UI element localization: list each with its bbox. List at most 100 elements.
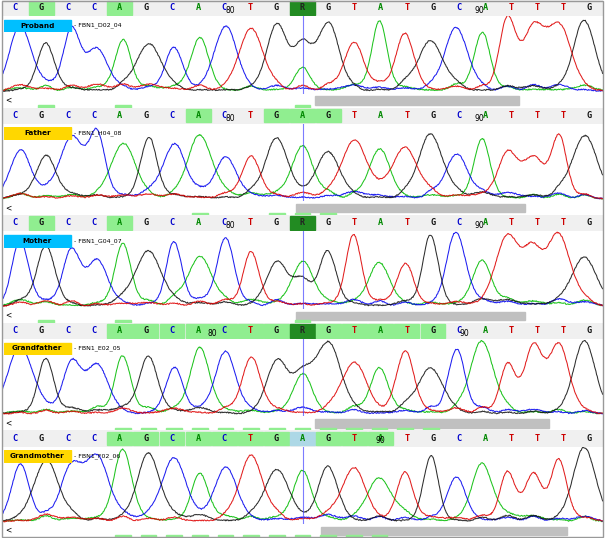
Text: G: G	[430, 218, 436, 228]
Text: T: T	[247, 111, 253, 120]
Text: C: C	[13, 111, 18, 120]
Text: 90: 90	[475, 114, 485, 123]
Text: G: G	[587, 218, 592, 228]
Text: G: G	[430, 434, 436, 443]
Text: C: C	[91, 434, 96, 443]
Text: Mother: Mother	[22, 238, 52, 244]
Text: G: G	[143, 111, 149, 120]
Bar	[141, 428, 157, 430]
Bar	[160, 324, 185, 338]
Text: C: C	[221, 111, 227, 120]
Text: 90: 90	[460, 329, 469, 338]
Bar	[423, 428, 439, 430]
Text: T: T	[404, 434, 410, 443]
Text: G: G	[430, 3, 436, 12]
Bar	[108, 1, 132, 15]
Text: Father: Father	[24, 130, 51, 136]
Text: T: T	[535, 434, 540, 443]
Bar	[243, 428, 259, 430]
Text: G: G	[39, 111, 44, 120]
Bar	[238, 324, 263, 338]
Text: C: C	[13, 434, 18, 443]
Bar	[315, 419, 549, 428]
Text: G: G	[274, 111, 279, 120]
Text: A: A	[378, 434, 384, 443]
Text: C: C	[91, 111, 96, 120]
Bar	[320, 428, 336, 430]
Text: T: T	[509, 326, 514, 335]
Bar	[269, 213, 285, 215]
Bar	[4, 20, 71, 32]
Bar	[290, 109, 315, 123]
Text: T: T	[509, 3, 514, 12]
Bar	[238, 431, 263, 445]
Bar	[420, 324, 445, 338]
Bar	[134, 431, 159, 445]
Text: G: G	[39, 326, 44, 335]
Text: A: A	[300, 111, 305, 120]
Text: A: A	[378, 326, 384, 335]
Bar	[192, 428, 208, 430]
Text: C: C	[456, 434, 462, 443]
Bar	[212, 324, 237, 338]
Text: T: T	[247, 326, 253, 335]
Text: 90: 90	[475, 6, 485, 15]
Text: G: G	[143, 218, 149, 228]
Text: <: <	[5, 203, 11, 212]
Text: C: C	[456, 111, 462, 120]
Text: A: A	[483, 218, 488, 228]
Text: - FBN1_G04_07: - FBN1_G04_07	[74, 238, 122, 244]
Text: C: C	[65, 218, 70, 228]
Text: 80: 80	[226, 221, 235, 230]
Bar	[243, 535, 259, 538]
Text: - FBN1_E02_05: - FBN1_E02_05	[74, 345, 121, 351]
Text: T: T	[561, 111, 566, 120]
Text: G: G	[430, 326, 436, 335]
Bar	[315, 96, 518, 105]
Text: T: T	[352, 434, 358, 443]
Bar	[290, 216, 315, 230]
Text: T: T	[247, 218, 253, 228]
Bar	[212, 431, 237, 445]
Bar	[321, 527, 566, 535]
Bar	[4, 235, 71, 247]
Text: G: G	[326, 111, 331, 120]
Text: A: A	[117, 111, 122, 120]
Text: G: G	[326, 434, 331, 443]
Text: G: G	[274, 218, 279, 228]
Text: R: R	[300, 3, 305, 12]
Bar	[296, 312, 525, 320]
Text: A: A	[195, 3, 201, 12]
Text: C: C	[91, 218, 96, 228]
Bar	[160, 431, 185, 445]
Text: 80: 80	[226, 6, 235, 15]
Text: C: C	[456, 3, 462, 12]
Bar	[38, 105, 54, 108]
Bar	[108, 431, 132, 445]
Text: Grandfather: Grandfather	[12, 345, 62, 351]
Bar	[218, 428, 234, 430]
Text: - FBN1_F02_06: - FBN1_F02_06	[74, 453, 120, 459]
Bar	[38, 320, 54, 323]
Bar	[264, 109, 289, 123]
Text: 90: 90	[475, 221, 485, 230]
Text: R: R	[300, 218, 305, 228]
Text: A: A	[300, 434, 305, 443]
Bar	[295, 535, 310, 538]
Bar	[342, 431, 367, 445]
Bar	[320, 213, 336, 215]
Bar	[316, 324, 341, 338]
Bar	[371, 535, 387, 538]
Text: R: R	[300, 326, 305, 335]
Text: - FBN1_H04_08: - FBN1_H04_08	[74, 130, 122, 136]
Text: 80: 80	[208, 329, 217, 338]
Text: T: T	[561, 326, 566, 335]
Text: C: C	[65, 434, 70, 443]
Bar	[192, 535, 208, 538]
Bar	[295, 105, 310, 108]
Bar	[397, 428, 413, 430]
Text: C: C	[91, 3, 96, 12]
Bar	[269, 535, 285, 538]
Text: C: C	[65, 111, 70, 120]
Bar	[295, 320, 310, 323]
